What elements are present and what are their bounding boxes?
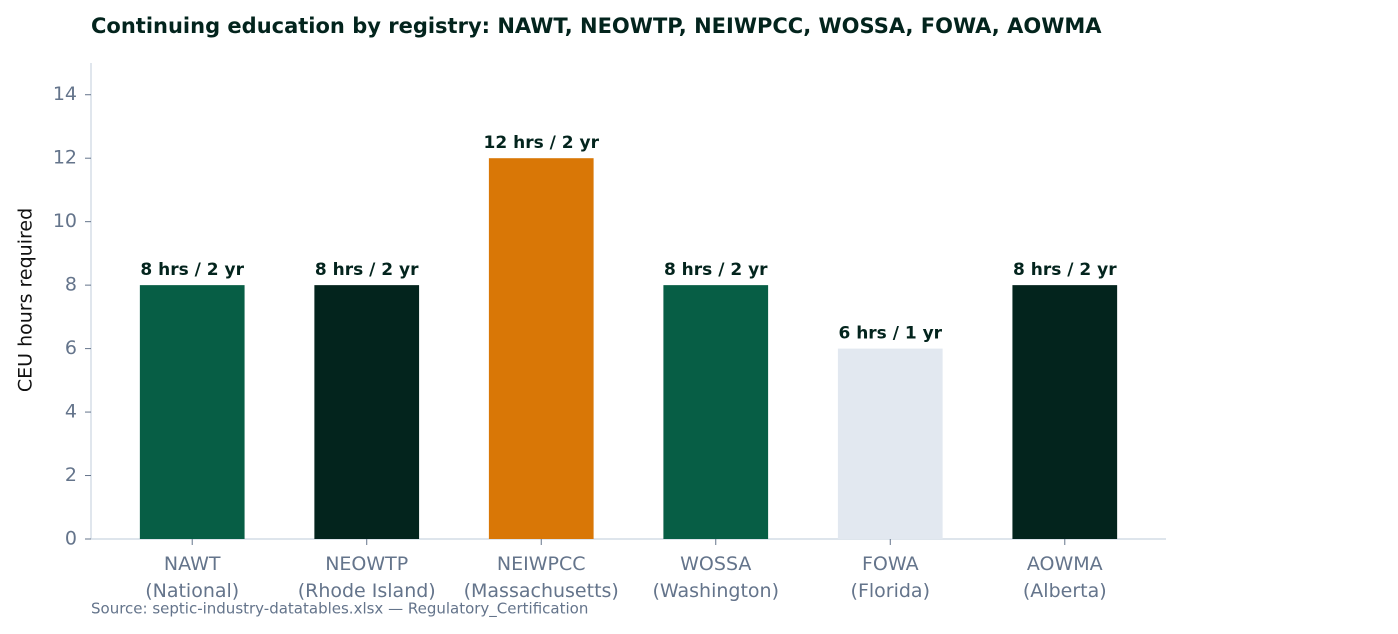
value-label: 12 hrs / 2 yr	[484, 133, 600, 153]
y-tick-label: 6	[65, 337, 77, 359]
y-tick-label: 0	[65, 528, 77, 550]
x-tick-label: FOWA (Florida)	[850, 553, 930, 602]
y-tick-label: 4	[65, 401, 77, 423]
y-axis-label: CEU hours required	[15, 208, 37, 392]
x-tick-label: WOSSA (Washington)	[652, 553, 779, 602]
source-note: Source: septic-industry-datatables.xlsx …	[91, 600, 588, 619]
bar	[314, 285, 420, 539]
bar	[139, 285, 245, 539]
bar	[663, 285, 769, 539]
value-label: 8 hrs / 2 yr	[140, 260, 244, 280]
x-tick-label: NEOWTP (Rhode Island)	[297, 553, 436, 602]
chart-title: Continuing education by registry: NAWT, …	[91, 14, 1102, 38]
value-label: 8 hrs / 2 yr	[1013, 260, 1117, 280]
bar	[1012, 285, 1118, 539]
x-tick-label: NAWT (National)	[145, 553, 240, 602]
y-tick-label: 2	[65, 464, 77, 486]
bar	[837, 348, 943, 539]
y-tick-label: 10	[53, 210, 77, 232]
x-tick-label: AOWMA (Alberta)	[1022, 553, 1107, 602]
value-label: 8 hrs / 2 yr	[315, 260, 419, 280]
y-tick-label: 8	[65, 274, 77, 296]
y-tick-label: 12	[53, 147, 77, 169]
value-label: 6 hrs / 1 yr	[838, 324, 942, 344]
y-tick-label: 14	[53, 83, 77, 105]
value-label: 8 hrs / 2 yr	[664, 260, 768, 280]
x-tick-label: NEIWPCC (Massachusetts)	[463, 553, 619, 602]
bar	[488, 158, 594, 539]
